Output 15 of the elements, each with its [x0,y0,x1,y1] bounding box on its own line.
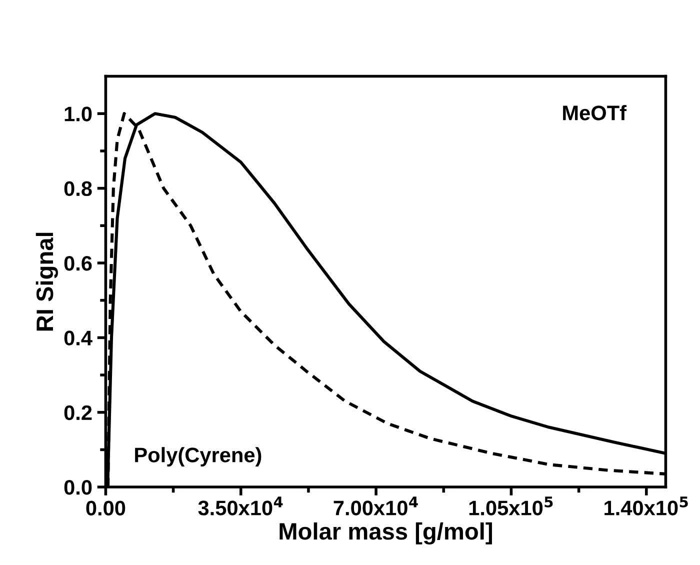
annotation: MeOTf [563,105,627,120]
y-axis-title: RI Signal [36,232,58,331]
y-tick-label: 0.2 [64,405,92,420]
x-tick-label: 0.00 [86,500,126,516]
x-tick-label: 1.05x10$^{5}$ [469,496,553,516]
y-tick-label: 0.4 [64,330,92,346]
y-tick-label: 1.0 [64,106,92,122]
x-tick-label: 1.40x10$^{5}$ [604,496,688,516]
x-axis-title: Molar mass [g/mol] [280,522,492,545]
y-tick-label: 0.8 [64,181,92,196]
x-tick-label: 7.00x10$^{4}$ [334,496,418,516]
y-tick-label: 0.6 [64,256,92,271]
x-tick-label: 3.50x10$^{4}$ [198,496,283,516]
annotation: Poly(Cyrene) [135,447,262,466]
y-tick-label: 0.0 [64,480,92,495]
